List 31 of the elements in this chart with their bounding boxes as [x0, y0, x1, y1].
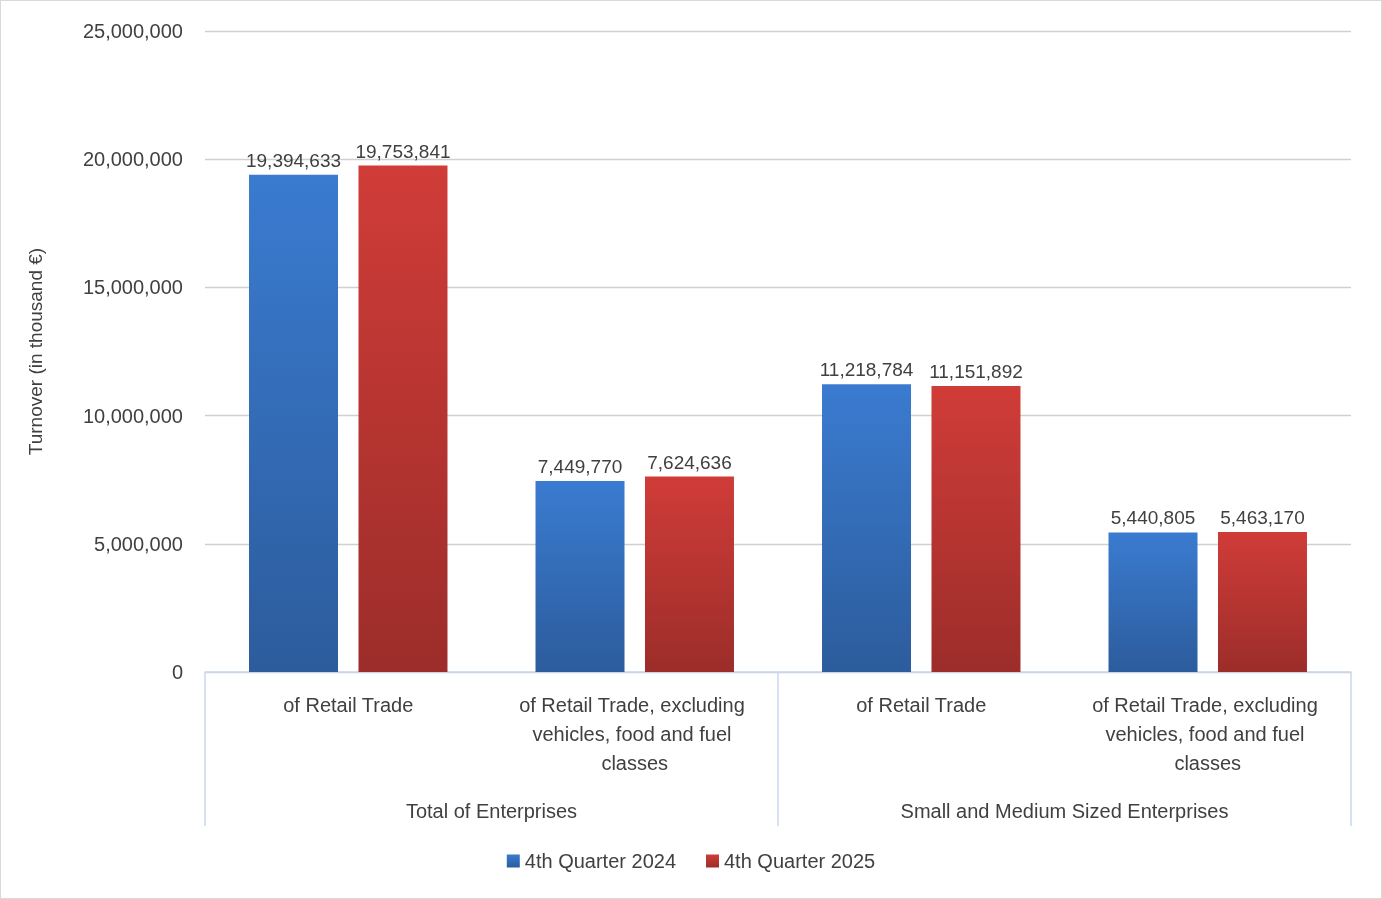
y-axis-title: Turnover (in thousand €) [25, 247, 46, 456]
x-tick-label: of Retail Trade [856, 693, 987, 716]
x-tick-label: of Retail Trade [283, 693, 414, 716]
data-label: 11,218,784 [819, 359, 914, 381]
x-tick-label: of Retail Trade, excluding vehicles, food and fuel classes [519, 693, 751, 774]
bar [358, 165, 448, 672]
bar [822, 384, 912, 672]
text: Small and Medium Sized Enterprises [900, 800, 1229, 822]
data-label: 5,440,805 [1110, 507, 1196, 529]
y-tick-label: 10,000,000 [82, 404, 183, 427]
data-label: 7,624,636 [647, 451, 732, 473]
y-tick-label: 25,000,000 [82, 20, 183, 42]
y-tick-label: 20,000,000 [82, 148, 183, 171]
data-label: 19,394,633 [245, 149, 342, 171]
text: Total of Enterprises [405, 800, 578, 822]
data-label: 19,753,841 [355, 140, 451, 162]
bar [249, 174, 339, 672]
y-tick-label: 15,000,000 [82, 276, 183, 299]
bar [931, 386, 1021, 672]
legend-label: 4th Quarter 2024 [524, 850, 677, 872]
bar [535, 480, 625, 672]
y-tick-label: 5,000,000 [94, 532, 183, 555]
bar [1217, 531, 1307, 672]
data-label: 11,151,892 [929, 361, 1023, 383]
data-label: 7,449,770 [537, 455, 623, 477]
bar [644, 476, 734, 672]
x-tick-label: of Retail Trade, excluding vehicles, food and fuel classes [1092, 693, 1324, 774]
y-tick-label: 0 [171, 661, 183, 683]
legend-label: 4th Quarter 2025 [724, 850, 876, 872]
data-label: 5,463,170 [1220, 506, 1305, 528]
bar [1108, 532, 1198, 672]
